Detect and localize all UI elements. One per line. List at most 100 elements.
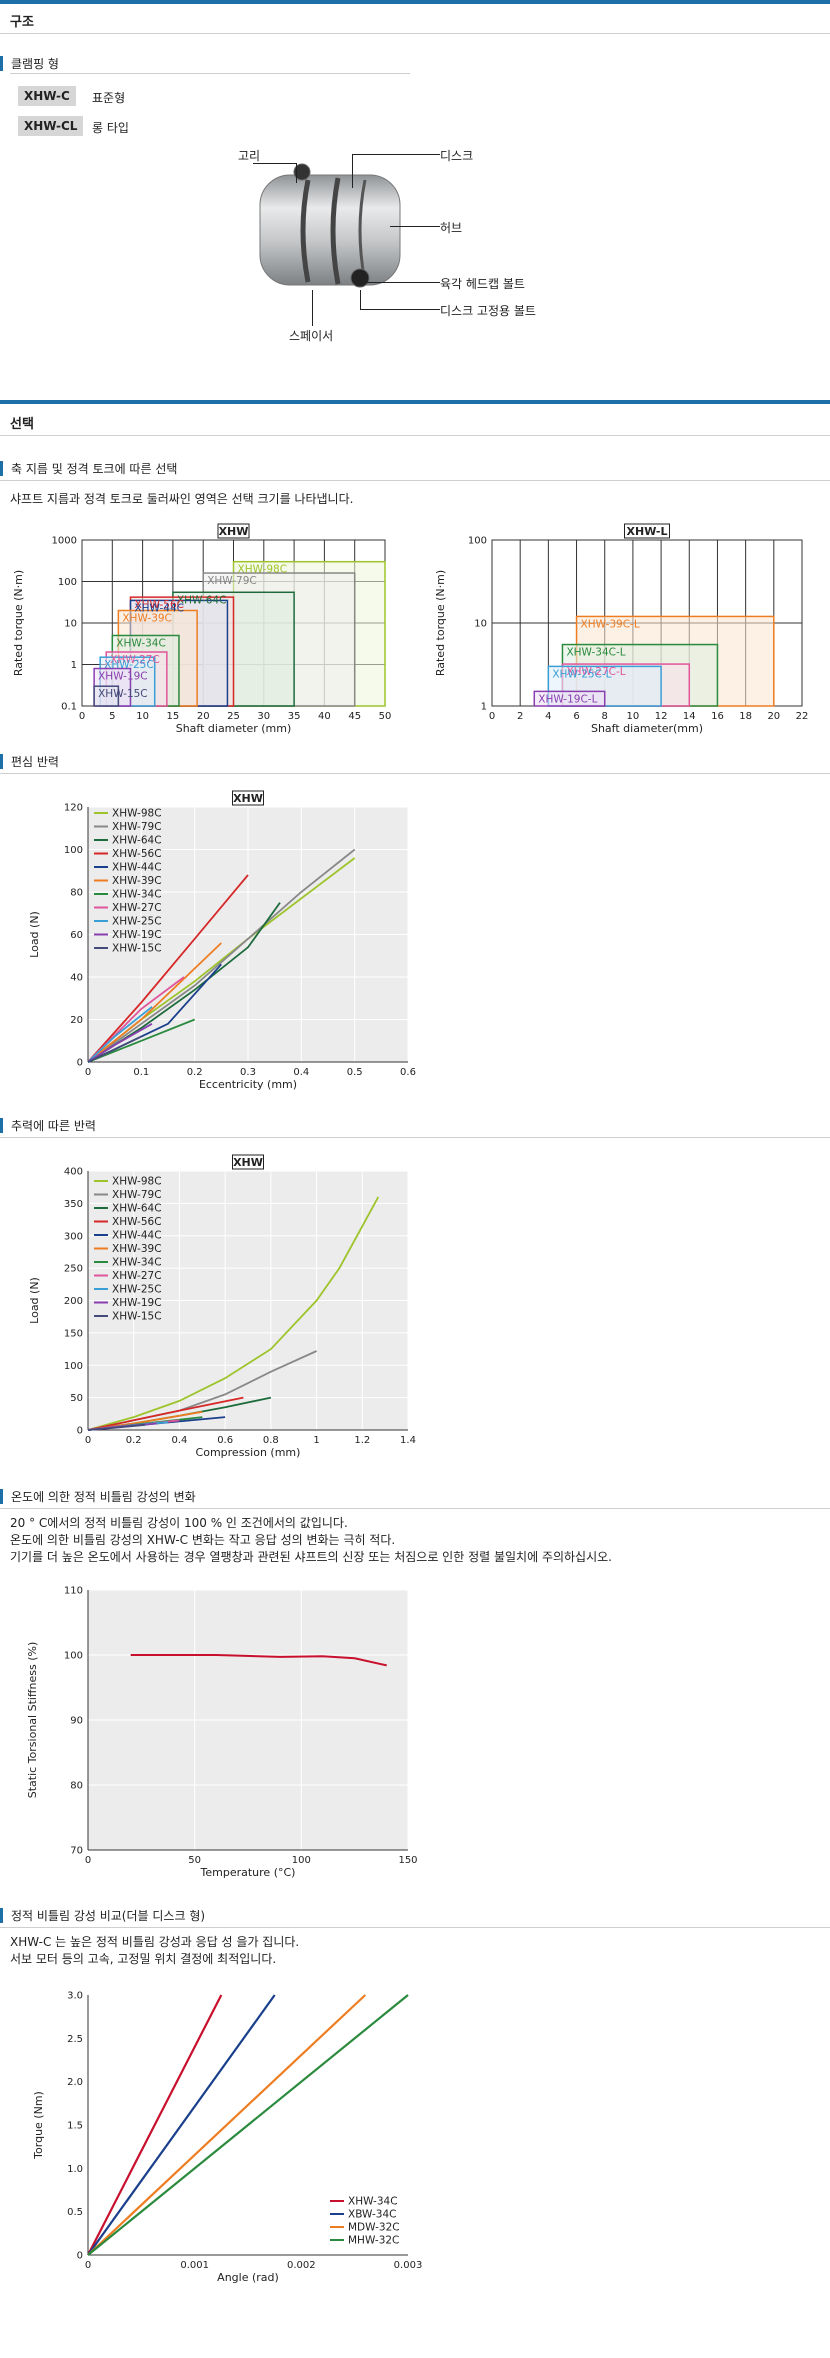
series-xhw-98c [87,1196,380,1431]
series-mdw-32c [87,1994,367,2256]
x-tick-label: 6 [573,711,579,722]
series-xhw-25c [87,1006,153,1063]
divider [0,435,830,436]
x-tick-label: 45 [348,711,361,722]
y-tick-label: 1.5 [67,2121,83,2132]
top-accent-bar [0,0,830,4]
divider [0,33,830,34]
callout-hub: 허브 [440,221,463,235]
series-line [130,1654,387,1667]
x-tick-label: 1.2 [354,1435,370,1446]
series-xhw-56c [87,874,249,1063]
compare-notes: XHW-C 는 높은 정적 비틀림 강성과 응답 성 을가 집니다. 서보 모터… [10,1934,299,1968]
series-xhw-15c [87,1423,146,1431]
x-tick-label: 0.2 [126,1435,142,1446]
region-label: XHW-64C [177,594,227,606]
divider [0,1137,830,1138]
x-tick-label: 2 [517,711,523,722]
subsection-stiffness-compare: 정적 비틀림 강성 비교(더블 디스크 형) [0,1907,205,1923]
y-axis-label: Rated torque (N·m) [12,570,25,676]
legend-label: XHW-34C [112,1257,162,1269]
y-tick-label: 1000 [52,536,77,547]
y-tick-label: 400 [64,1167,83,1178]
y-axis-label: Load (N) [28,911,41,958]
section-title-selection: 선택 [10,417,34,432]
x-tick-label: 14 [683,711,696,722]
y-tick-label: 20 [70,1015,83,1026]
x-tick-label: 12 [655,711,668,722]
y-tick-label: 350 [64,1199,83,1210]
y-tick-label: 10 [474,619,487,630]
series-xhw-19c [87,1023,153,1063]
x-tick-label: 10 [136,711,149,722]
y-tick-label: 0 [77,2251,83,2262]
subsection-temperature: 온도에 의한 정적 비틀림 강성의 변화 [0,1488,196,1504]
series-xhw-56c [87,1396,244,1431]
note-line: XHW-C 는 높은 정적 비틀림 강성과 응답 성 을가 집니다. [10,1935,300,1949]
series-mhw-32c [87,1994,409,2256]
region-xhw-15c [93,685,120,707]
series-xhw-34c [87,1018,196,1063]
series-xhw-34c [87,1994,223,2256]
subsection-shaft-torque: 축 지름 및 정격 토크에 따른 선택 [0,460,177,476]
legend-label: XHW-15C [112,943,162,955]
chart-xhw-l-selection: 0 2 4 6 8 10 12 14 16 18 20 22 1 10 100 Shaft diameter(… [434,523,809,735]
legend-label: XHW-27C [112,1270,162,1282]
x-tick-label: 15 [167,711,180,722]
y-tick-label: 1 [71,660,77,671]
x-tick-label: 25 [227,711,240,722]
legend-label: XHW-39C [112,1243,162,1255]
legend-label: XHW-98C [112,1176,162,1188]
chart-title: XHW [233,792,263,805]
region-label: XHW-79C [207,575,257,587]
y-tick-label: 2.0 [67,2077,83,2088]
legend-label: XHW-56C [112,1216,162,1228]
x-tick-label: 5 [109,711,115,722]
note-line: 기기를 더 높은 온도에서 사용하는 경우 열팽창과 관련된 샤프트의 신장 또… [10,1550,612,1564]
region-label: XHW-56C [134,599,184,611]
subsection-title: 정적 비틀림 강성 비교(더블 디스크 형) [11,1908,206,1923]
divider [0,773,830,774]
legend-label: XHW-34C [112,889,162,901]
chart-title-box [232,1154,264,1170]
y-tick-label: 40 [70,973,83,984]
region-label: XHW-15C [98,688,148,700]
subsection-title: 온도에 의한 정적 비틀림 강성의 변화 [11,1489,196,1504]
region-label: XHW-34C [116,637,166,649]
y-tick-label: 10 [64,619,77,630]
x-tick-label: 0 [79,711,85,722]
y-tick-label: 2.5 [67,2034,83,2045]
type-tag-long: XHW-CL [18,116,84,136]
subsection-thrust: 추력에 따른 반력 [0,1117,96,1133]
chart-torsional-stiffness-compare: 0 0.001 0.002 0.003 0 0.5 1.0 1.5 2.0 2.5 3.0 Angle… [32,1991,422,2285]
x-tick-label: 22 [796,711,809,722]
x-tick-label: 0.6 [400,1067,416,1078]
y-tick-label: 60 [70,930,83,941]
x-tick-label: 10 [627,711,640,722]
subsection-clamp: 클램핑 형 [0,55,59,71]
region-label: XHW-34C-L [566,647,625,659]
x-tick-label: 0.4 [171,1435,187,1446]
chart-temperature-stiffness: 0 50 100 150 70 80 90 100 110 Temperature (°C) Sta… [26,1586,418,1880]
legend-label: XHW-56C [112,848,162,860]
x-axis-label: Shaft diameter(mm) [591,722,703,735]
region-label: XHW-25C-L [552,668,611,680]
y-axis-label: Static Torsional Stiffness (%) [26,1642,39,1799]
x-tick-label: 18 [739,711,752,722]
subsection-title: 추력에 따른 반력 [11,1118,96,1133]
region-label: XHW-39C [122,613,172,625]
y-axis-label: Rated torque (N·m) [434,570,447,676]
section-accent-bar [0,400,830,404]
callout-spacer: 스페이서 [289,329,334,343]
y-tick-label: 0.1 [61,702,77,713]
x-tick-label: 0.8 [263,1435,279,1446]
coupling-body [259,163,401,288]
subsection-title: 축 지름 및 정격 토크에 따른 선택 [11,461,178,476]
x-tick-label: 50 [188,1855,201,1866]
legend-label: XBW-34C [348,2209,396,2221]
y-tick-label: 110 [64,1586,83,1597]
temperature-notes: 20 ° C에서의 정적 비틀림 강성이 100 % 인 조건에서의 값입니다.… [10,1515,612,1566]
x-tick-label: 0.4 [293,1067,309,1078]
y-tick-label: 0.5 [67,2207,83,2218]
subsection-eccentric: 편심 반력 [0,753,59,769]
